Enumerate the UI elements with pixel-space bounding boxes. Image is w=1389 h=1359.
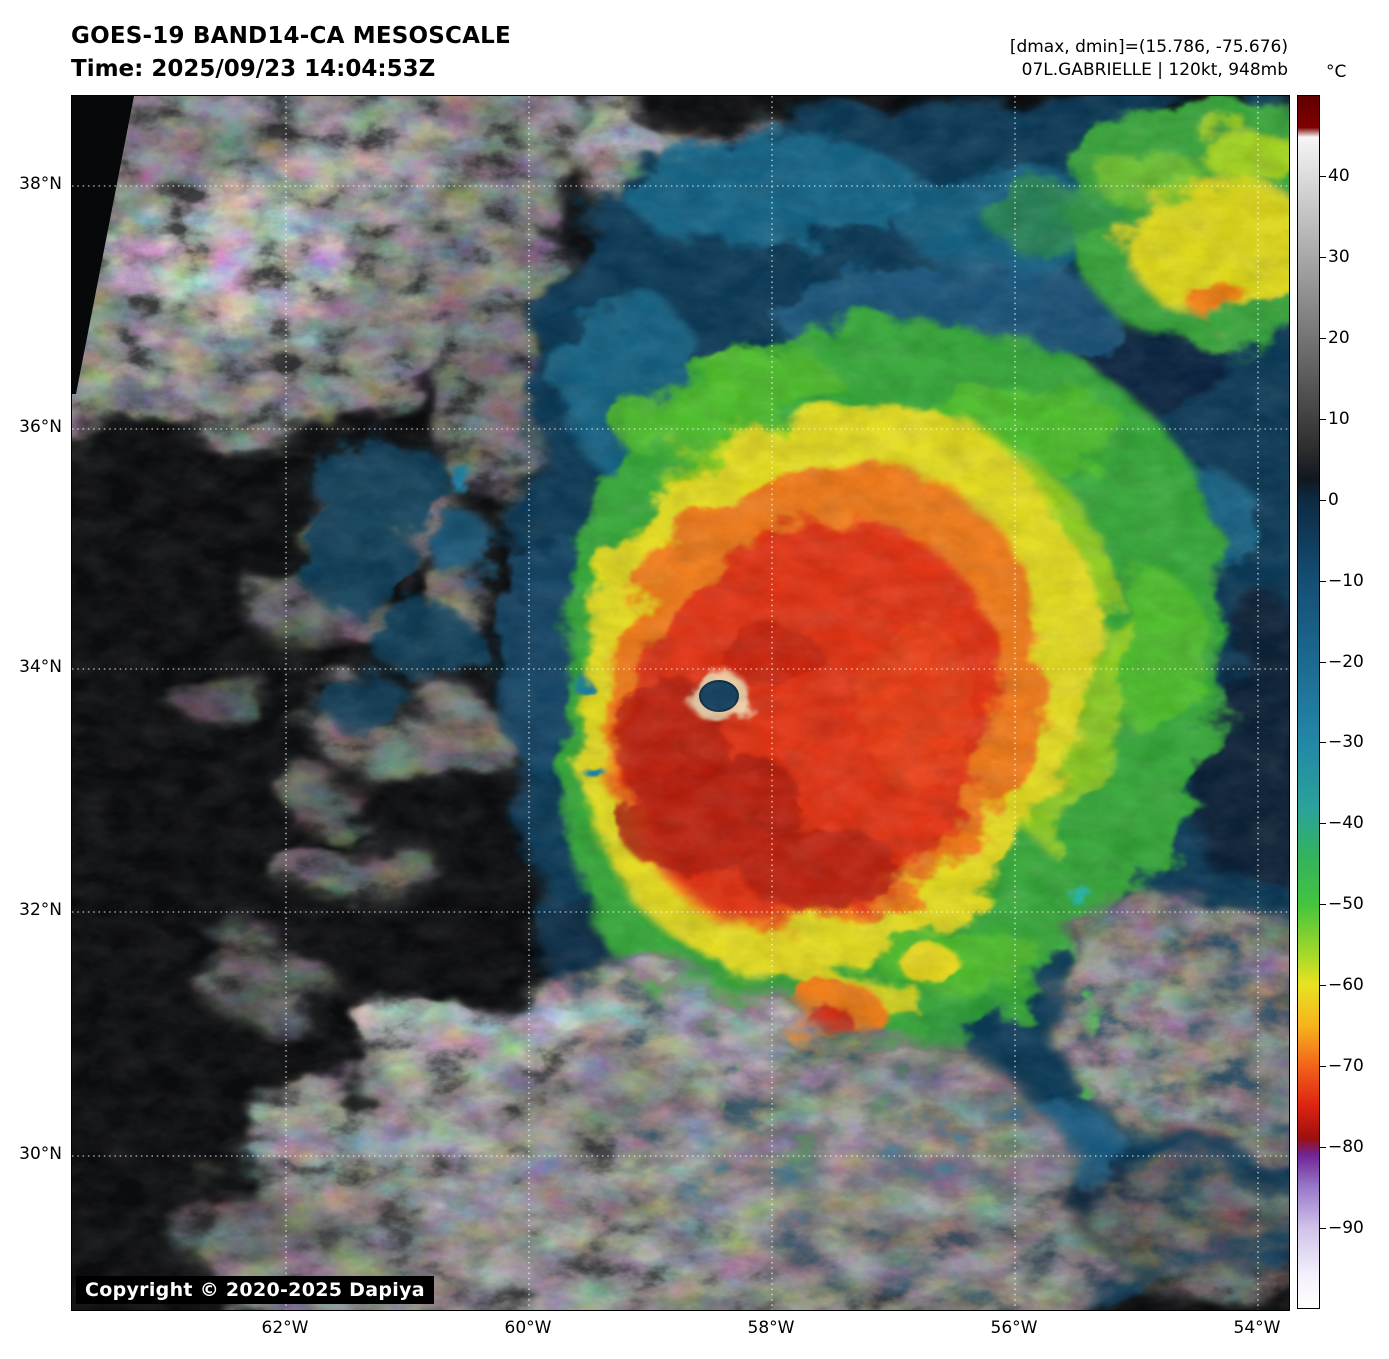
storm-info: 07L.GABRIELLE | 120kt, 948mb [1021,60,1288,80]
colorbar-tick-label: −70 [1320,1056,1380,1076]
colorbar-tick-label: 20 [1320,328,1380,348]
lat-tick-label: 34°N [19,657,62,677]
lat-tick-label: 36°N [19,417,62,437]
satellite-map: Copyright © 2020-2025 Dapiya [71,95,1290,1311]
chart-timestamp: Time: 2025/09/23 14:04:53Z [71,56,436,82]
title-block: GOES-19 BAND14-CA MESOSCALE Time: 2025/0… [71,20,511,86]
lon-tick-label: 62°W [261,1318,309,1338]
colorbar-tick-label: −90 [1320,1218,1380,1238]
colorbar [1297,95,1320,1309]
satellite-image [72,96,1289,1310]
lon-tick-label: 60°W [504,1318,552,1338]
lat-tick-label: 32°N [19,900,62,920]
colorbar-tick-label: 0 [1320,490,1380,510]
colorbar-tick-label: 40 [1320,166,1380,186]
colorbar-tick-label: −20 [1320,652,1380,672]
dmax-dmin-readout: [dmax, dmin]=(15.786, -75.676) [1009,37,1288,57]
colorbar-tick-label: −80 [1320,1137,1380,1157]
copyright-watermark: Copyright © 2020-2025 Dapiya [76,1276,434,1304]
lon-tick-label: 56°W [990,1318,1038,1338]
colorbar-tick-label: −10 [1320,571,1380,591]
header-right: [dmax, dmin]=(15.786, -75.676) 07L.GABRI… [1010,36,1288,82]
lon-tick-label: 54°W [1233,1318,1281,1338]
lat-tick-label: 30°N [19,1144,62,1164]
graticule [72,96,1289,1310]
colorbar-tick-label: 10 [1320,409,1380,429]
lat-tick-label: 38°N [19,174,62,194]
colorbar-tick-label: 30 [1320,247,1380,267]
chart-title: GOES-19 BAND14-CA MESOSCALE [71,23,511,49]
colorbar-tick-label: −60 [1320,975,1380,995]
colorbar-unit: °C [1326,62,1347,82]
grain-dark [72,96,1289,1310]
lon-tick-label: 58°W [747,1318,795,1338]
colorbar-tick-label: −50 [1320,894,1380,914]
sector-edge-corner [72,96,134,394]
colorbar-tick-label: −30 [1320,732,1380,752]
colorbar-tick-label: −40 [1320,813,1380,833]
